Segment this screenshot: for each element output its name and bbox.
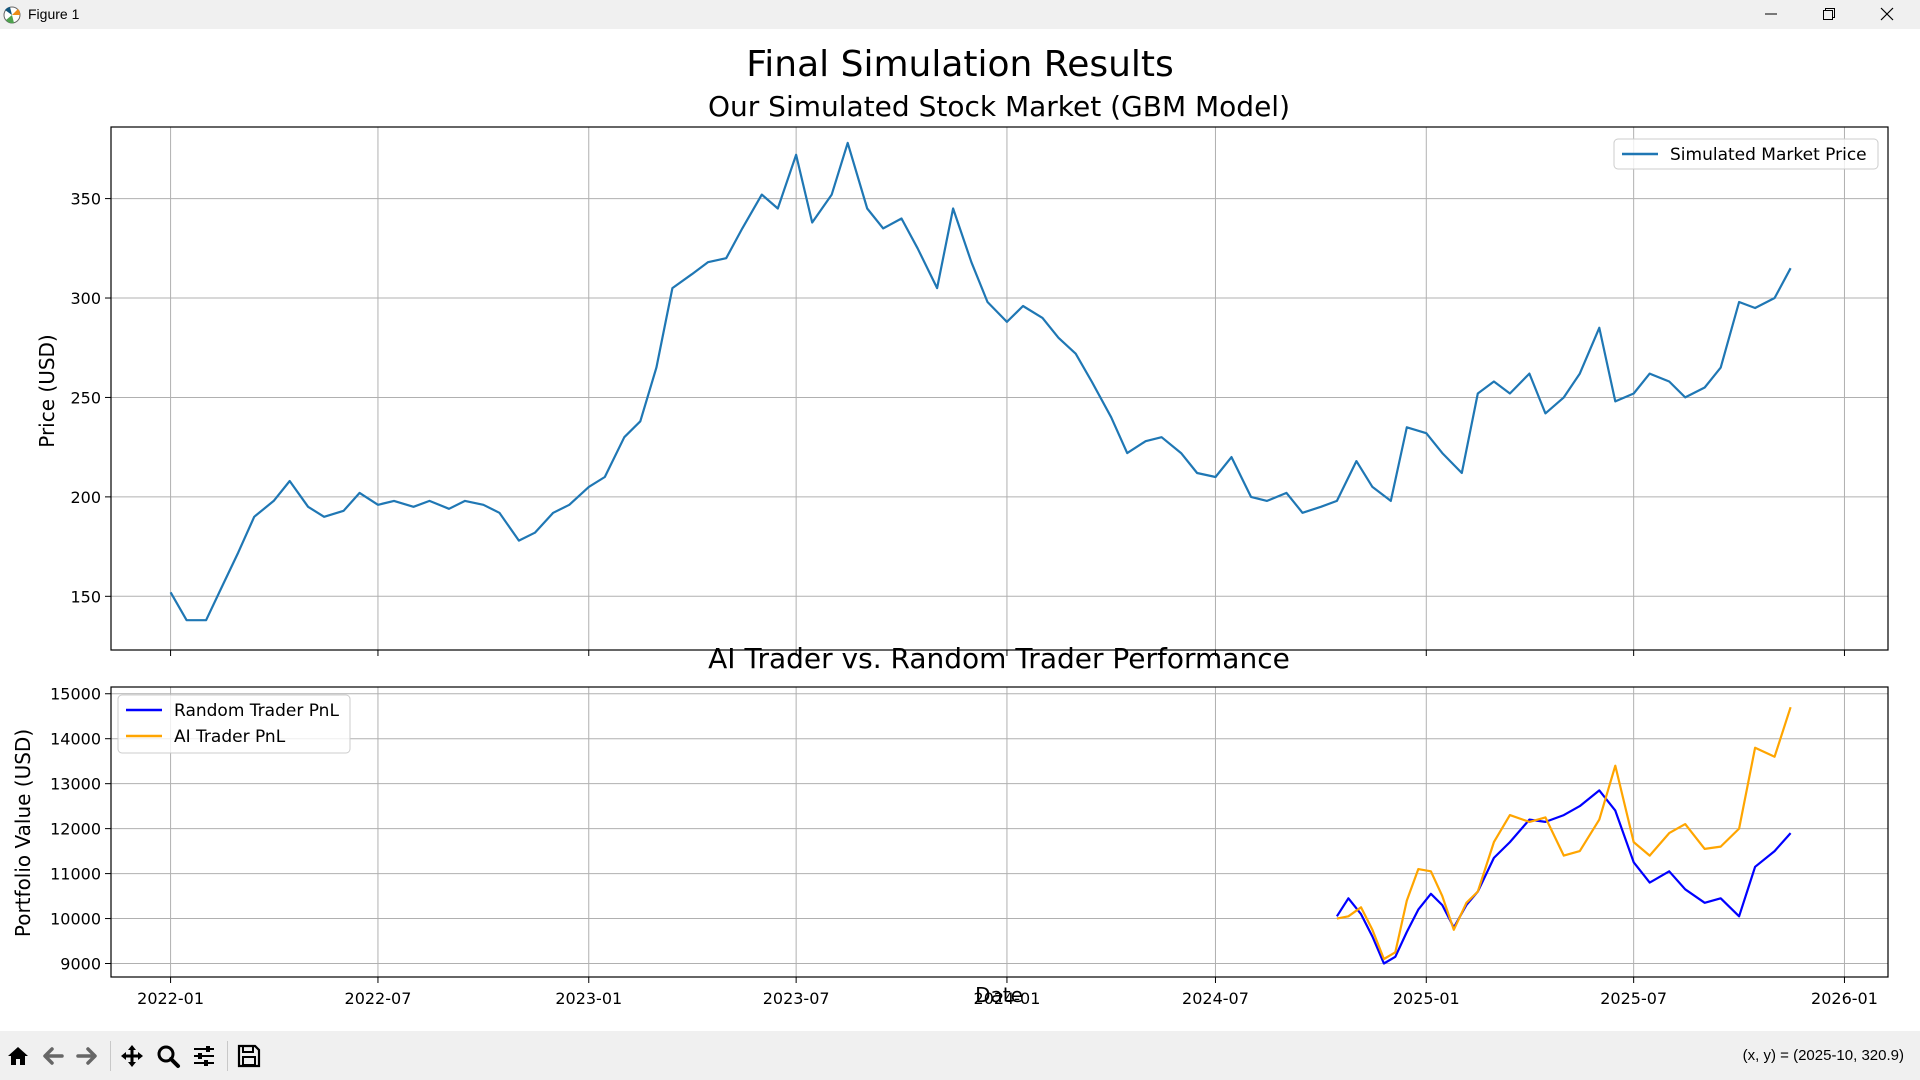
- price-chart: Our Simulated Stock Market (GBM Model) 1…: [35, 90, 1889, 656]
- pnl-x-tick-label: 2023-01: [555, 989, 622, 1008]
- legend-label-random: Random Trader PnL: [174, 701, 339, 721]
- toolbar-separator: [110, 1041, 111, 1071]
- pnl-y-label: Portfolio Value (USD): [11, 729, 35, 937]
- pnl-y-tick-label: 12000: [50, 820, 101, 839]
- market-price-line: [169, 141, 1792, 622]
- minimize-icon: [1765, 13, 1777, 15]
- close-button[interactable]: [1858, 0, 1916, 29]
- forward-button[interactable]: [72, 1041, 102, 1071]
- figure-suptitle: Final Simulation Results: [746, 44, 1174, 85]
- price-grid: [111, 127, 1888, 650]
- pnl-legend-box: [117, 694, 351, 754]
- pan-button[interactable]: [117, 1041, 147, 1071]
- pnl-y-ticks: 9000 10000 11000 12000 13000 14000 15000: [50, 685, 111, 974]
- pnl-axes-frame: [110, 686, 1889, 978]
- zoom-button[interactable]: [153, 1041, 183, 1071]
- configure-subplots-button[interactable]: [189, 1041, 219, 1071]
- pnl-chart-title: AI Trader vs. Random Trader Performance: [708, 642, 1290, 675]
- pnl-y-tick-label: 13000: [50, 775, 101, 794]
- pnl-y-tick-label: 11000: [50, 865, 101, 884]
- pnl-y-tick-label: 15000: [50, 685, 101, 704]
- price-y-tick-label: 300: [70, 289, 101, 308]
- pnl-x-tick-label: 2022-01: [137, 989, 204, 1008]
- legend-label-market: Simulated Market Price: [1670, 145, 1867, 165]
- title-bar: Figure 1: [0, 0, 1920, 30]
- close-icon: [1880, 7, 1894, 21]
- pnl-x-label: Date: [975, 983, 1023, 1007]
- figure-svg: Final Simulation Results Our Simulated S…: [11, 44, 1889, 1008]
- random-trader-line: [1335, 789, 1792, 965]
- forward-icon: [76, 1047, 97, 1065]
- pnl-y-tick-label: 9000: [60, 955, 101, 974]
- toolbar-separator: [227, 1041, 228, 1071]
- price-legend-box: [1613, 138, 1879, 170]
- pnl-x-ticks: 2022-01 2022-07 2023-01 2023-07 2024-01 2024-…: [137, 977, 1878, 1008]
- legend-label-ai: AI Trader PnL: [174, 727, 286, 747]
- pnl-x-tick-label: 2024-07: [1182, 989, 1249, 1008]
- price-y-tick-label: 200: [70, 488, 101, 507]
- configure-subplots-icon: [194, 1046, 214, 1066]
- zoom-icon: [157, 1045, 180, 1068]
- restore-icon: [1823, 8, 1835, 20]
- minimize-button[interactable]: [1742, 0, 1800, 29]
- pnl-x-tick-label: 2026-01: [1811, 989, 1878, 1008]
- back-button[interactable]: [38, 1041, 68, 1071]
- pnl-x-tick-label: 2025-07: [1600, 989, 1667, 1008]
- pnl-x-tick-label: 2023-07: [763, 989, 830, 1008]
- pnl-y-tick-label: 10000: [50, 910, 101, 929]
- pan-icon: [121, 1045, 143, 1067]
- cursor-coordinates: (x, y) = (2025-10, 320.9): [1742, 1047, 1904, 1064]
- price-y-tick-label: 250: [70, 388, 101, 407]
- figure-canvas[interactable]: Final Simulation Results Our Simulated S…: [0, 29, 1920, 1031]
- price-y-ticks: 150 200 250 300 350: [70, 190, 111, 606]
- home-icon: [8, 1047, 28, 1065]
- home-button[interactable]: [3, 1041, 33, 1071]
- price-y-tick-label: 150: [70, 587, 101, 606]
- price-axes-frame: [110, 126, 1889, 651]
- price-legend: Simulated Market Price: [1613, 138, 1879, 170]
- pnl-x-tick-label: 2024-01: [974, 989, 1041, 1008]
- pnl-chart: AI Trader vs. Random Trader Performance …: [11, 642, 1889, 1008]
- price-y-label: Price (USD): [35, 334, 59, 448]
- ai-trader-line: [1336, 706, 1792, 961]
- save-button[interactable]: [234, 1041, 264, 1071]
- pnl-y-tick-label: 14000: [50, 730, 101, 749]
- price-y-tick-label: 350: [70, 190, 101, 209]
- pnl-x-tick-label: 2025-01: [1393, 989, 1460, 1008]
- price-x-ticks: [170, 650, 1845, 656]
- pnl-legend: Random Trader PnL AI Trader PnL: [117, 694, 351, 754]
- window-title: Figure 1: [28, 6, 80, 22]
- save-icon: [237, 1044, 261, 1068]
- pnl-grid: [111, 687, 1888, 977]
- restore-button[interactable]: [1800, 0, 1858, 29]
- price-chart-title: Our Simulated Stock Market (GBM Model): [708, 90, 1290, 123]
- navigation-toolbar: (x, y) = (2025-10, 320.9): [0, 1031, 1920, 1080]
- back-icon: [43, 1047, 64, 1065]
- pnl-x-tick-label: 2022-07: [345, 989, 412, 1008]
- matplotlib-icon: [2, 5, 22, 25]
